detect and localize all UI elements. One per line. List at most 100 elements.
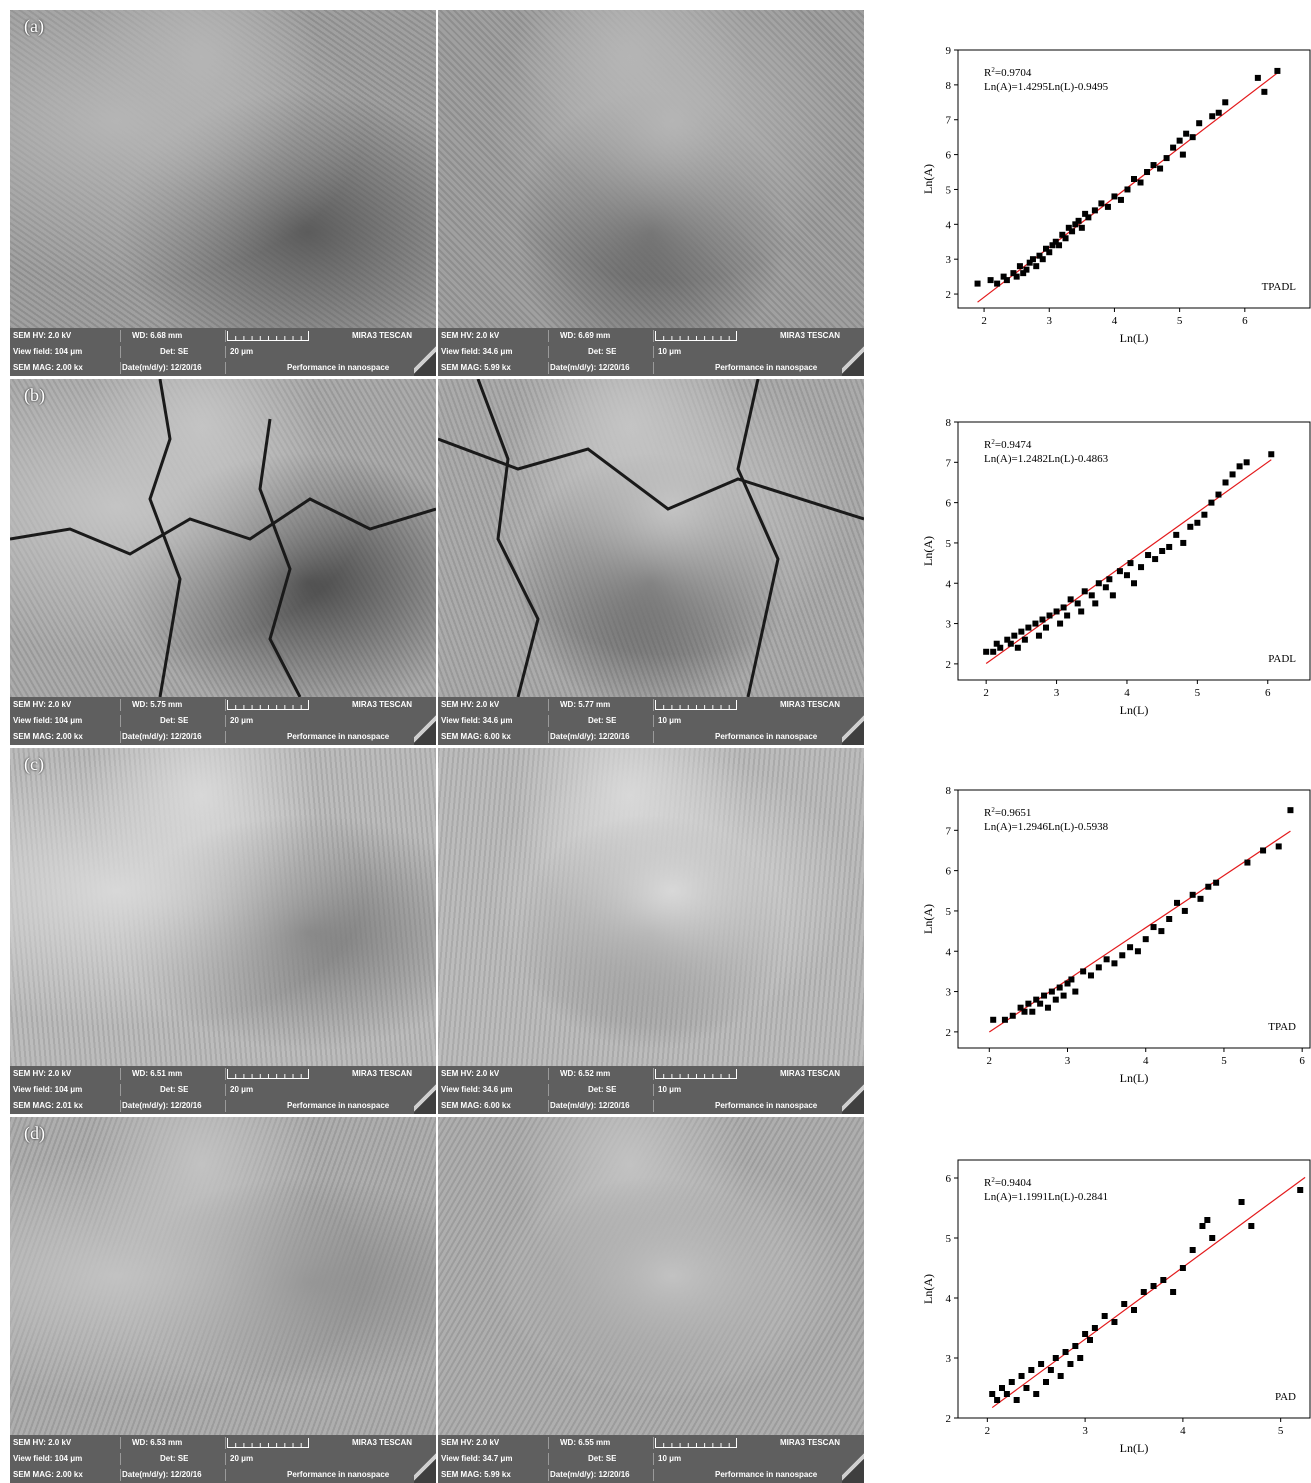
data-point	[1116, 568, 1123, 575]
sem-micrograph	[438, 10, 864, 328]
info-bar-row: SEM MAG: 2.00 kx Date(m/d/y): 12/20/16 Per…	[10, 1467, 436, 1483]
x-tick-label: 3	[1082, 1425, 1088, 1437]
data-point	[1196, 120, 1203, 127]
data-point	[1021, 636, 1028, 643]
y-tick-label: 8	[946, 417, 952, 429]
info-separator	[548, 1100, 549, 1112]
data-point	[1049, 242, 1056, 249]
data-point	[1007, 640, 1014, 647]
data-point	[1060, 992, 1067, 999]
scale-bar	[655, 1438, 737, 1448]
y-tick-label: 3	[946, 254, 952, 266]
y-tick-label: 2	[946, 1413, 952, 1425]
scale-bar	[227, 700, 309, 710]
info-bar-row: SEM HV: 2.0 kV WD: 5.75 mm MIRA3 TESCAN	[10, 697, 436, 713]
info-separator	[120, 1068, 121, 1080]
data-point	[1209, 1235, 1216, 1241]
sem-date-text: Date(m/d/y): 12/20/16	[122, 1101, 202, 1110]
crack-line	[258, 418, 302, 697]
x-tick-label: 6	[1299, 1055, 1305, 1067]
panel-label: (d)	[24, 1123, 45, 1143]
tescan-slogan: Performance in nanospace	[287, 1101, 390, 1110]
data-point	[1180, 539, 1187, 546]
sem-detector-text: Det: SE	[588, 1085, 617, 1094]
data-point	[1158, 928, 1165, 935]
info-separator	[653, 346, 654, 358]
chart-svg: 2 3 4 5 6 2 3 4 5 6 7 8 Ln(L) Ln(A) R2=0.9474 Ln(A)=1.2…	[921, 417, 1311, 717]
data-point	[1157, 165, 1164, 172]
data-point	[1127, 944, 1134, 951]
sem-date-text: Date(m/d/y): 12/20/16	[122, 1470, 202, 1479]
data-point	[1036, 252, 1043, 259]
data-point	[1077, 1355, 1084, 1361]
sem-wd-text: WD: 6.53 mm	[132, 1438, 183, 1447]
info-bar-row: SEM HV: 2.0 kV WD: 6.55 mm MIRA3 TESCAN	[438, 1435, 864, 1451]
plot-frame	[957, 421, 1311, 681]
data-point	[989, 1391, 996, 1397]
data-point	[990, 648, 997, 655]
x-axis-label: Ln(L)	[1120, 1441, 1149, 1455]
x-tick-label: 4	[1180, 1425, 1186, 1437]
data-point	[1067, 1361, 1074, 1367]
data-point	[1046, 249, 1053, 256]
data-point	[983, 648, 990, 655]
y-tick-label: 4	[946, 578, 952, 590]
tescan-brand: MIRA3 TESCAN	[780, 1069, 841, 1078]
sem-hv-text: SEM HV: 2.0 kV	[13, 1069, 72, 1078]
plot-frame	[957, 1159, 1311, 1419]
x-axis-label: Ln(L)	[1120, 1071, 1149, 1085]
sem-info-bar: SEM HV: 2.0 kV WD: 6.55 mm MIRA3 TESCAN Vie…	[438, 1435, 864, 1483]
plot-frame	[957, 49, 1311, 309]
info-separator	[225, 1068, 226, 1080]
info-separator	[225, 1437, 226, 1449]
info-separator	[548, 330, 549, 342]
panel-label: (a)	[24, 16, 44, 36]
sem-info-bar: SEM HV: 2.0 kV WD: 6.51 mm MIRA3 TESCAN Vie…	[10, 1066, 436, 1114]
data-point	[1179, 1265, 1186, 1271]
data-point	[1033, 996, 1040, 1003]
data-point	[1197, 895, 1204, 902]
data-point	[1236, 463, 1243, 470]
data-point	[1020, 270, 1027, 277]
data-point	[1201, 511, 1208, 518]
info-separator	[653, 1437, 654, 1449]
data-point	[1229, 471, 1236, 478]
info-separator	[225, 1084, 226, 1096]
x-tick-label: 5	[1195, 687, 1201, 699]
data-point	[1152, 556, 1159, 563]
data-point	[1047, 1367, 1054, 1373]
tescan-logo-icon	[842, 1082, 864, 1114]
info-separator	[548, 1437, 549, 1449]
data-point	[1181, 907, 1188, 914]
sem-date-text: Date(m/d/y): 12/20/16	[550, 1101, 630, 1110]
sem-mag-text: SEM MAG: 2.00 kx	[13, 732, 83, 741]
data-point	[974, 280, 981, 287]
data-point	[1023, 1385, 1030, 1391]
scale-label: 20 μm	[230, 1454, 254, 1463]
scale-bar	[227, 1438, 309, 1448]
sem-mag-text: SEM MAG: 2.01 kx	[13, 1101, 83, 1110]
scale-label: 20 μm	[230, 716, 254, 725]
info-separator	[548, 1084, 549, 1096]
plot-frame	[957, 789, 1311, 1049]
data-point	[1103, 956, 1110, 963]
data-point	[1009, 1012, 1016, 1019]
data-point	[1064, 612, 1071, 619]
data-point	[1072, 988, 1079, 995]
data-point	[1003, 1391, 1010, 1397]
data-point	[997, 644, 1004, 651]
data-point	[1098, 200, 1105, 207]
data-point	[1014, 644, 1021, 651]
tescan-slogan: Performance in nanospace	[715, 1470, 818, 1479]
x-tick-label: 2	[987, 1055, 993, 1067]
tescan-logo-icon	[842, 344, 864, 376]
data-point	[1248, 1223, 1255, 1229]
data-point	[1065, 224, 1072, 231]
sem-info-bar: SEM HV: 2.0 kV WD: 6.69 mm MIRA3 TESCAN Vie…	[438, 328, 864, 376]
sem-date-text: Date(m/d/y): 12/20/16	[122, 732, 202, 741]
info-separator	[653, 715, 654, 727]
data-point	[1037, 1000, 1044, 1007]
y-tick-label: 6	[946, 498, 952, 510]
info-separator	[120, 699, 121, 711]
data-point	[1075, 217, 1082, 224]
